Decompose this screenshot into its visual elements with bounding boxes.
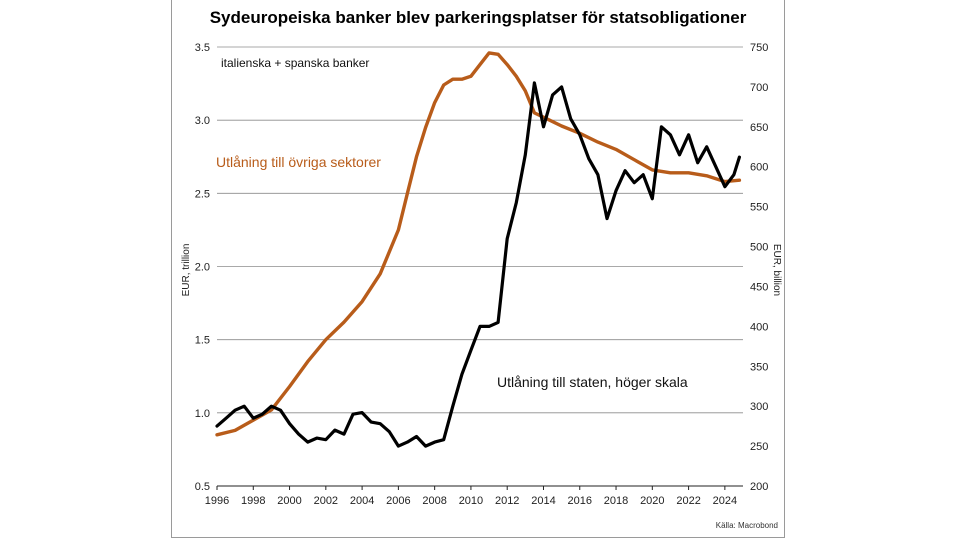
series-line-other-sectors xyxy=(215,51,742,437)
y-right-ticks: 200 250 300 350 400 450 500 550 600 650 700 750 xyxy=(750,42,768,493)
y-left-axis-title: EUR, trillion xyxy=(181,244,192,297)
gridlines xyxy=(217,46,743,487)
y-left-tick-label: 3.5 xyxy=(195,42,210,54)
series-label-other-sectors: Utlåning till övriga sektorer xyxy=(216,154,381,170)
y-right-tick-label: 550 xyxy=(750,202,768,214)
y-left-tick-label: 2.0 xyxy=(195,262,210,274)
legend-text: italienska + spanska banker xyxy=(221,56,369,70)
x-tick-label: 2024 xyxy=(713,495,737,507)
x-tick-label: 2010 xyxy=(459,495,483,507)
y-right-tick-label: 700 xyxy=(750,82,768,94)
y-right-tick-label: 300 xyxy=(750,401,768,413)
chart-title: Sydeuropeiska banker blev parkeringsplat… xyxy=(209,8,747,27)
x-tick-label: 2016 xyxy=(568,495,592,507)
y-right-tick-label: 600 xyxy=(750,162,768,174)
y-right-tick-label: 350 xyxy=(750,361,768,373)
y-right-tick-label: 650 xyxy=(750,122,768,134)
series-line-state xyxy=(215,81,741,448)
y-right-tick-label: 750 xyxy=(750,42,768,54)
y-left-tick-label: 1.5 xyxy=(195,335,210,347)
y-right-tick-label: 450 xyxy=(750,281,768,293)
x-tick-label: 2008 xyxy=(422,495,446,507)
y-right-tick-label: 250 xyxy=(750,441,768,453)
x-tick-label: 2012 xyxy=(495,495,519,507)
y-right-tick-label: 400 xyxy=(750,321,768,333)
chart-frame xyxy=(171,0,785,538)
y-right-tick-label: 200 xyxy=(750,481,768,493)
x-tick-label: 2004 xyxy=(350,495,374,507)
x-tick-label: 2018 xyxy=(604,495,628,507)
series-label-state: Utlåning till staten, höger skala xyxy=(497,374,688,390)
y-left-tick-label: 2.5 xyxy=(195,188,210,200)
x-axis-ticks: 1996 1998 2000 2002 2004 2006 2008 2010 2012 2014… xyxy=(205,486,737,507)
x-tick-label: 1996 xyxy=(205,495,229,507)
x-tick-label: 2006 xyxy=(386,495,410,507)
y-right-axis-title: EUR, billion xyxy=(771,244,782,296)
y-right-tick-label: 500 xyxy=(750,242,768,254)
x-tick-label: 2020 xyxy=(640,495,664,507)
x-tick-label: 2002 xyxy=(314,495,338,507)
y-left-tick-label: 3.0 xyxy=(195,115,210,127)
source-note: Källa: Macrobond xyxy=(716,521,778,530)
x-tick-label: 1998 xyxy=(241,495,265,507)
x-tick-label: 2000 xyxy=(277,495,301,507)
series-lines xyxy=(215,51,742,448)
x-tick-label: 2014 xyxy=(531,495,555,507)
y-left-tick-label: 0.5 xyxy=(195,481,210,493)
y-left-tick-label: 1.0 xyxy=(195,408,210,420)
y-left-ticks: 0.5 1.0 1.5 2.0 2.5 3.0 3.5 xyxy=(195,42,210,493)
x-tick-label: 2022 xyxy=(676,495,700,507)
